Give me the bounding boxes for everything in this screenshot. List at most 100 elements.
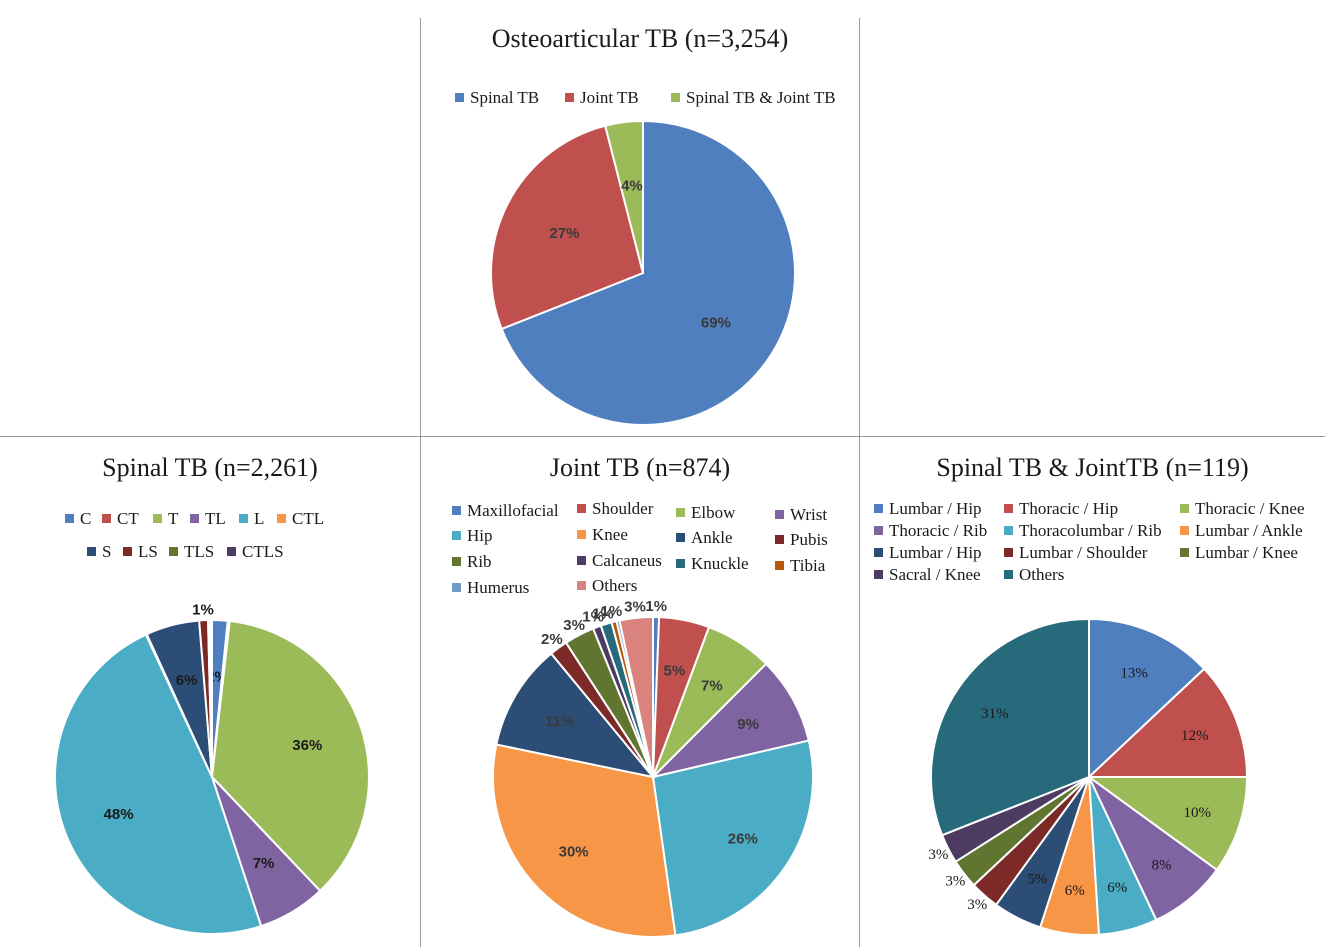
joint-legend-ankle: Ankle xyxy=(676,528,733,548)
legend-swatch xyxy=(1180,548,1189,557)
legend-label: Tibia xyxy=(790,556,826,575)
spinal-legend-c: C xyxy=(65,509,91,529)
legend-swatch xyxy=(565,93,574,102)
osteo-slice-spinal-tb-joint-tb xyxy=(603,119,644,274)
joint-data-label-shoulder: 5% xyxy=(664,662,686,679)
spinal-data-label-s: 6% xyxy=(176,672,198,689)
legend-label: Humerus xyxy=(467,578,530,597)
legend-swatch xyxy=(1180,504,1189,513)
joint-data-label-others: 3% xyxy=(624,599,646,616)
legend-label: Hip xyxy=(467,526,493,545)
legend-label: Knuckle xyxy=(691,554,749,573)
both-slice-lumbar-hip xyxy=(1088,617,1206,780)
joint-data-label-knuckle: 1% xyxy=(592,605,614,622)
legend-label: Spinal TB xyxy=(470,88,540,107)
spinal-legend-ct: CT xyxy=(102,509,139,529)
osteo-data-label-spinal-tb-joint-tb: 4% xyxy=(621,178,643,195)
legend-label: TL xyxy=(205,509,226,528)
joint-legend-humerus: Humerus xyxy=(452,578,529,598)
legend-swatch xyxy=(874,526,883,535)
legend-label: Sacral / Knee xyxy=(889,565,981,584)
spinal-legend-ls: LS xyxy=(123,542,158,562)
joint-slice-others xyxy=(618,615,654,778)
legend-swatch xyxy=(455,93,464,102)
osteo-title: Osteoarticular TB (n=3,254) xyxy=(491,24,789,53)
spinal-data-label-t: 36% xyxy=(292,737,322,754)
joint-panel: Joint TB (n=874) Maxillofacial Shoulder … xyxy=(421,437,859,947)
spinal-title: Spinal TB (n=2,261) xyxy=(102,453,318,482)
legend-label: L xyxy=(254,509,265,528)
spinal-slice-ctls xyxy=(209,618,213,778)
legend-label: Lumbar / Hip xyxy=(889,543,982,562)
both-panel: Spinal TB & JointTB (n=119) Lumbar / Hip… xyxy=(860,437,1325,947)
legend-swatch xyxy=(676,508,685,517)
joint-data-label-wrist: 9% xyxy=(737,716,759,733)
legend-label: Knee xyxy=(592,525,628,544)
legend-label: T xyxy=(168,509,179,528)
joint-legend-shoulder: Shoulder xyxy=(577,499,653,519)
joint-data-label-rib: 3% xyxy=(563,617,585,634)
spinal-slice-l xyxy=(54,633,263,935)
osteo-slice-spinal-tb xyxy=(500,119,796,426)
both-slice-thoracic-hip xyxy=(1086,667,1249,778)
legend-swatch xyxy=(65,514,74,523)
joint-legend-maxillofacial: Maxillofacial xyxy=(452,501,559,521)
spinal-legend-tls: TLS xyxy=(169,542,214,562)
joint-data-label-tibia: 1% xyxy=(600,603,622,620)
spinal-legend-l: L xyxy=(239,509,264,529)
legend-swatch xyxy=(874,548,883,557)
legend-label: C xyxy=(80,509,92,528)
joint-legend-knee: Knee xyxy=(577,525,628,545)
legend-label: Calcaneus xyxy=(592,551,662,570)
osteo-slice-joint-tb xyxy=(490,124,645,331)
legend-label: Others xyxy=(1019,565,1065,584)
legend-swatch xyxy=(169,547,178,556)
legend-swatch xyxy=(452,531,461,540)
both-data-label-thoracic-hip: 12% xyxy=(1181,728,1209,744)
joint-data-label-hip: 26% xyxy=(728,830,758,847)
legend-swatch xyxy=(1004,548,1013,557)
spinal-data-label-ls: 1% xyxy=(192,601,214,618)
grid-divider-vertical-left xyxy=(420,18,421,947)
spinal-panel: Spinal TB (n=2,261) C CT T TL L CTL S LS… xyxy=(0,437,420,947)
legend-swatch xyxy=(1004,526,1013,535)
legend-swatch xyxy=(676,559,685,568)
spinal-data-label-tl: 7% xyxy=(253,855,275,872)
both-data-label-thoracic-knee: 10% xyxy=(1183,805,1211,821)
both-data-label-others: 31% xyxy=(981,706,1009,722)
legend-label: CTL xyxy=(292,509,325,528)
both-legend-thoracolumbar-rib: Thoracolumbar / Rib xyxy=(1004,521,1162,541)
both-slice-others xyxy=(930,617,1090,837)
joint-data-label-maxillofacial: 1% xyxy=(645,598,667,615)
legend-label: S xyxy=(102,542,112,561)
spinal-legend-ctl: CTL xyxy=(277,509,324,529)
osteo-legend-joint: Joint TB xyxy=(565,88,639,108)
both-legend-thoracic-rib: Thoracic / Rib xyxy=(874,521,987,541)
joint-legend-hip: Hip xyxy=(452,526,493,546)
joint-data-label-elbow: 7% xyxy=(701,677,723,694)
legend-swatch xyxy=(1004,570,1013,579)
legend-swatch xyxy=(1180,526,1189,535)
grid-divider-horizontal xyxy=(0,436,1325,437)
both-data-label-thoracic-rib: 8% xyxy=(1152,858,1172,874)
both-legend-sacral-knee: Sacral / Knee xyxy=(874,565,981,585)
osteo-data-label-spinal-tb: 69% xyxy=(701,315,731,332)
legend-label: Maxillofacial xyxy=(467,501,559,520)
legend-swatch xyxy=(775,535,784,544)
legend-swatch xyxy=(277,514,286,523)
legend-swatch xyxy=(102,514,111,523)
legend-label: Rib xyxy=(467,552,492,571)
legend-swatch xyxy=(227,547,236,556)
legend-label: Wrist xyxy=(790,505,828,524)
legend-label: Lumbar / Hip xyxy=(889,499,982,518)
joint-legend-wrist: Wrist xyxy=(775,505,827,525)
legend-label: Others xyxy=(592,576,638,595)
joint-legend-calcaneus: Calcaneus xyxy=(577,551,662,571)
legend-swatch xyxy=(577,530,586,539)
both-data-label-lumbar-shoulder: 3% xyxy=(967,897,987,913)
legend-label: Thoracic / Rib xyxy=(889,521,988,540)
joint-slice-hip xyxy=(651,739,814,937)
legend-swatch xyxy=(874,570,883,579)
legend-label: Lumbar / Shoulder xyxy=(1019,543,1148,562)
